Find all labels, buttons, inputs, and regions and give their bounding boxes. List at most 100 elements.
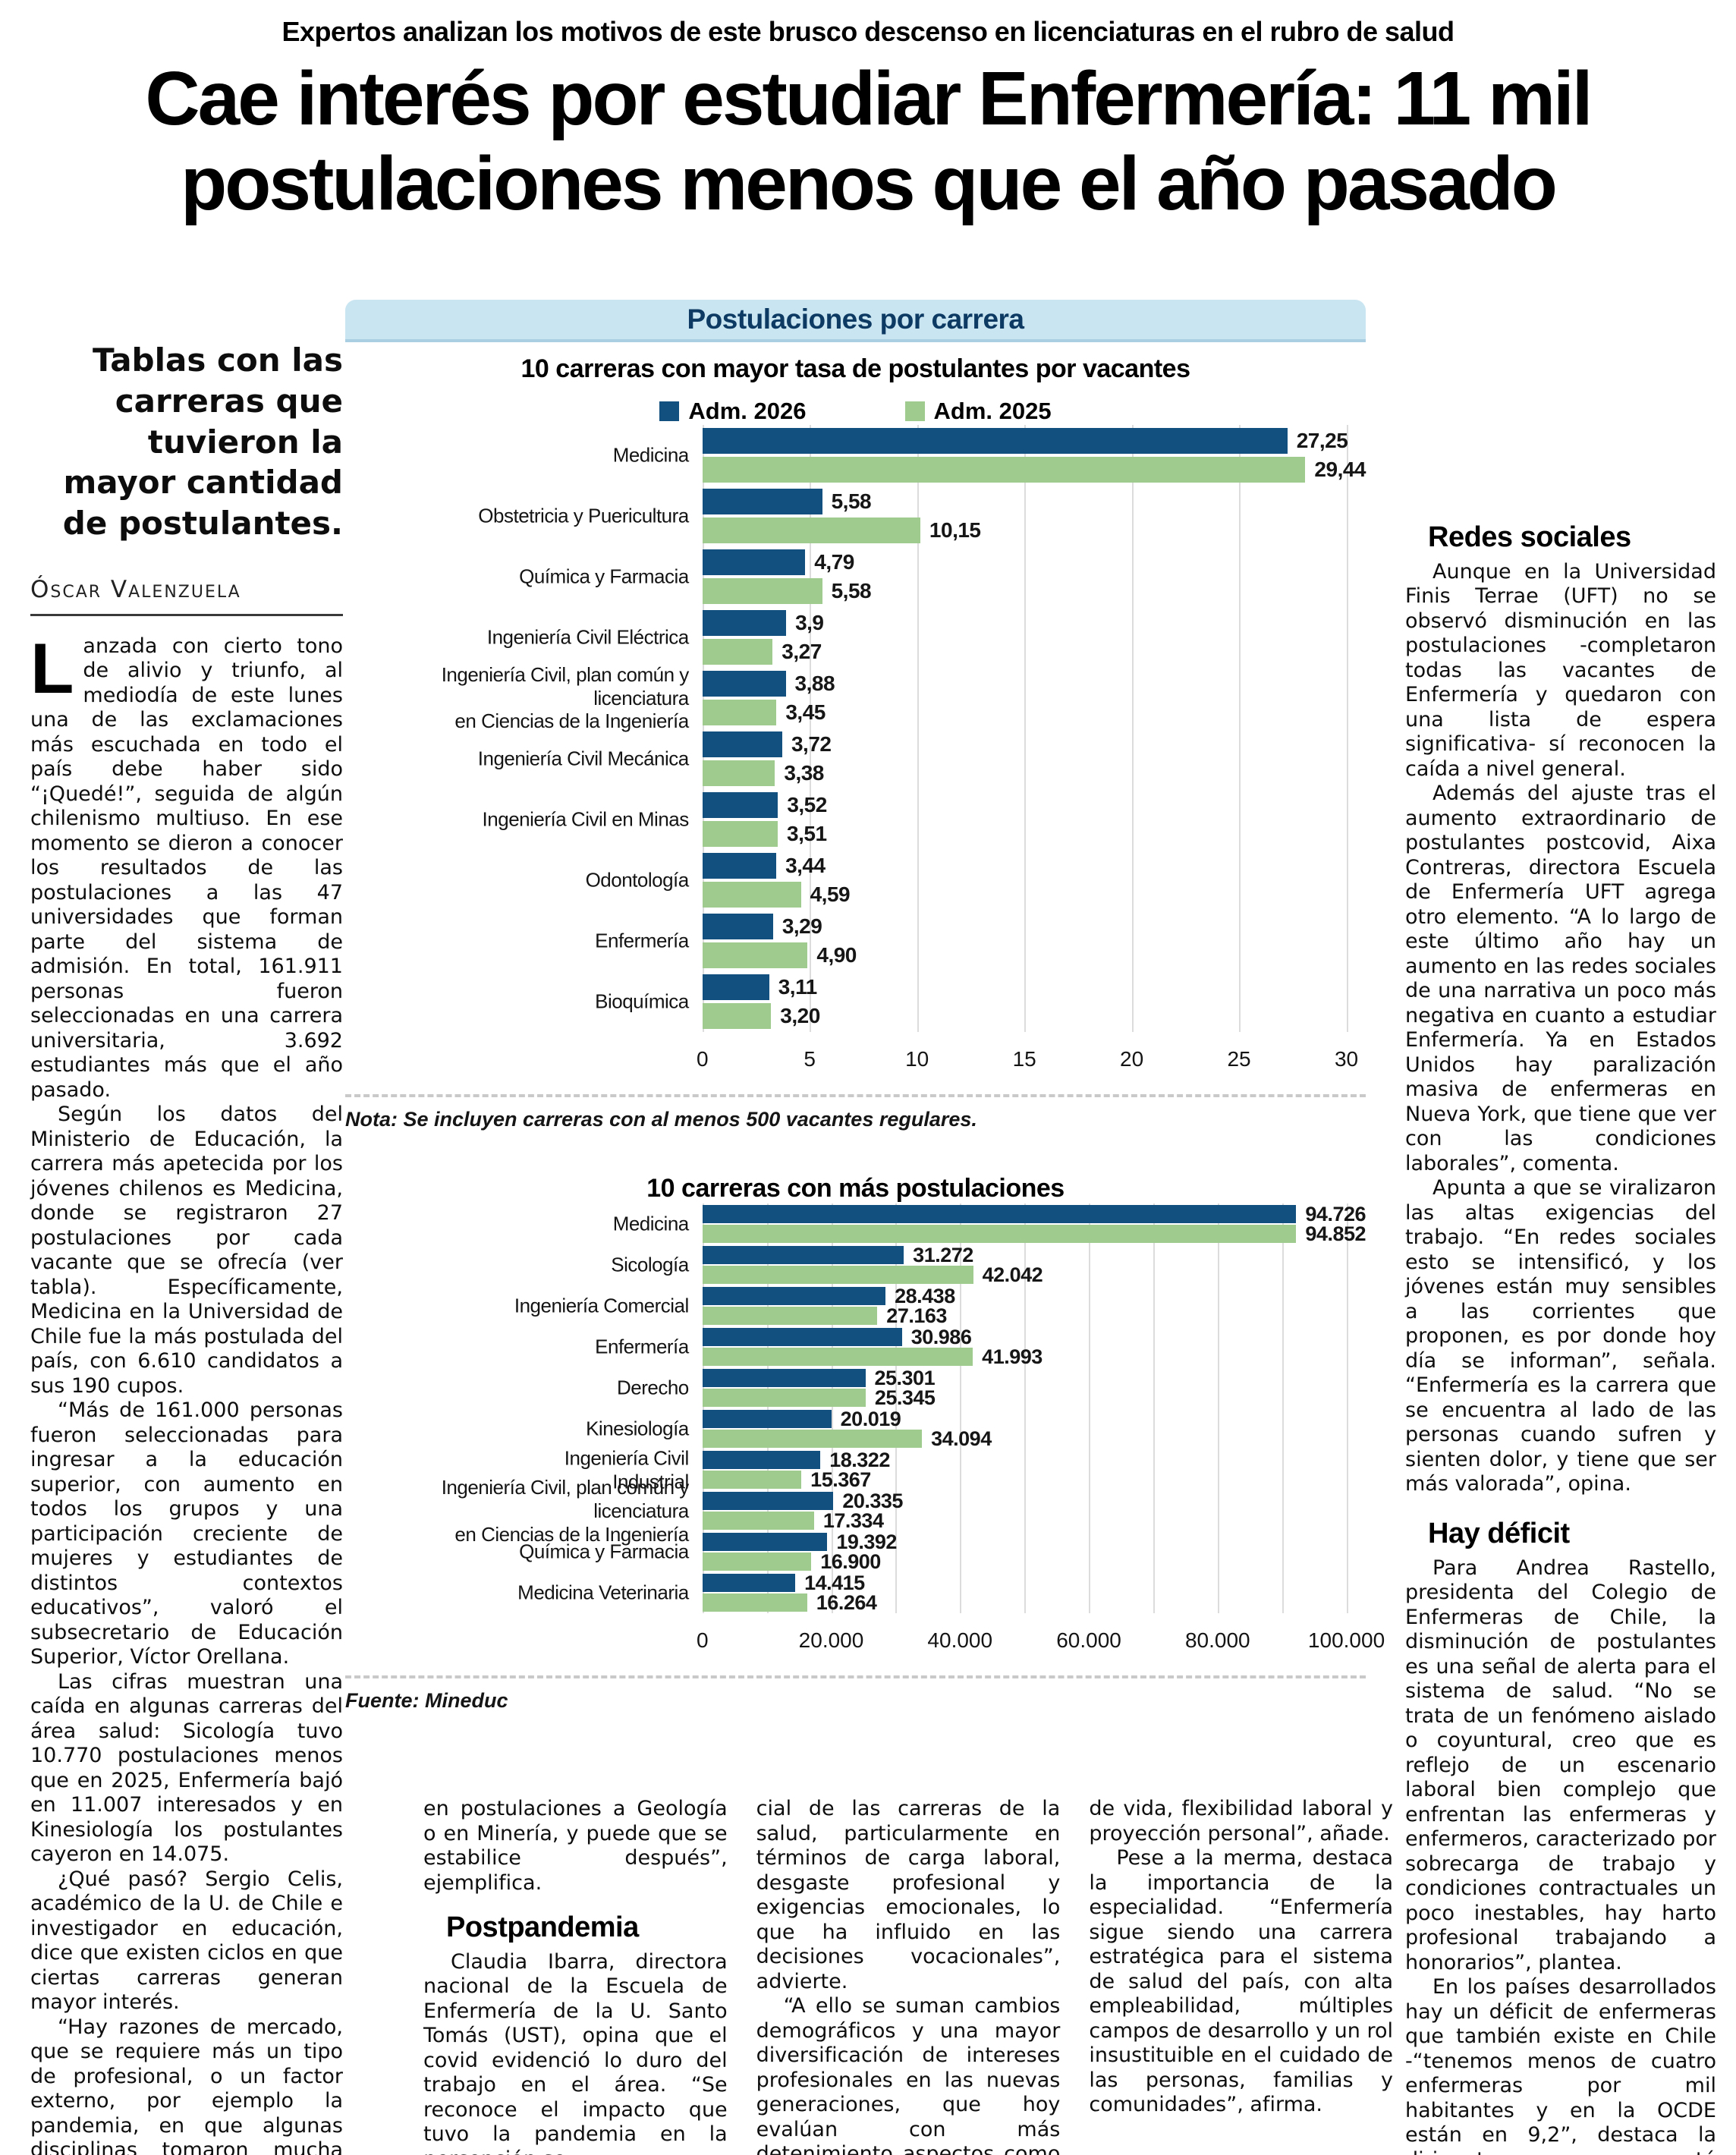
chart-panel: Postulaciones por carrera 10 carreras co… [345, 300, 1385, 1713]
category-label: Enfermería [595, 1335, 689, 1358]
bar-row: 31.272 [702, 1243, 1366, 1266]
bar-group: Ingeniería Civil, plan común y licenciat… [442, 663, 1366, 732]
value-label: 31.272 [913, 1243, 973, 1266]
bar-row: 3,52 [702, 791, 1366, 820]
value-label: 20.335 [842, 1489, 903, 1512]
bar-row: 3,11 [702, 973, 1366, 1002]
bar-2025 [702, 1225, 1297, 1244]
bar-2025 [702, 942, 808, 969]
bar-2025 [702, 1430, 923, 1449]
bar-group: Obstetricia y Puericultura 5,58 10,15 [478, 486, 1366, 546]
bar-2026 [702, 1451, 821, 1470]
bar-group: Kinesiología 20.019 34.094 [586, 1407, 1366, 1450]
value-label: 20.019 [840, 1407, 901, 1430]
bar-row: 16.900 [702, 1550, 1366, 1573]
bar-2026 [702, 610, 787, 637]
paragraph: Pese a la merma, destaca la importancia … [1089, 1846, 1394, 2116]
drop-cap: L [30, 628, 74, 708]
category-label: Enfermería [595, 929, 689, 952]
bar-2025 [702, 1471, 802, 1490]
right-column: Redes sociales Aunque en la Universidad F… [1405, 521, 1716, 2155]
value-label: 94.726 [1305, 1202, 1366, 1225]
bar-row: 3,72 [702, 730, 1366, 759]
bar-row: 3,44 [702, 851, 1366, 880]
bar-2025 [702, 760, 775, 787]
x-tick-label: 0 [696, 1628, 709, 1653]
paragraph: Claudia Ibarra, directora nacional de la… [423, 1949, 728, 2155]
value-label: 4,90 [816, 943, 857, 967]
gridline [1239, 425, 1241, 1033]
category-label: Obstetricia y Puericultura [478, 504, 689, 527]
bar-2026 [702, 489, 822, 515]
x-tick-label: 30 [1334, 1047, 1359, 1071]
category-label: Kinesiología [586, 1417, 689, 1440]
category-label: Ingeniería Civil, plan común y licenciat… [441, 663, 690, 733]
category-label: Química y Farmacia [519, 565, 689, 588]
chart-divider [345, 1094, 1366, 1098]
gridline [1282, 1203, 1284, 1614]
bar-group: Ingeniería Comercial 28.438 27.163 [514, 1284, 1366, 1327]
bar-group: Enfermería 30.986 41.993 [595, 1326, 1366, 1368]
bar-2025 [702, 821, 778, 848]
bar-row: 17.334 [702, 1509, 1366, 1532]
section-heading: Redes sociales [1428, 521, 1631, 553]
gridline [702, 1203, 704, 1614]
value-label: 25.301 [874, 1366, 936, 1389]
bar-2026 [702, 1533, 828, 1552]
bar-2026 [702, 549, 806, 576]
bar-group: Odontología 3,44 4,59 [586, 850, 1366, 911]
bar-2025 [702, 1593, 807, 1612]
kicker: Expertos analizan los motivos de este br… [281, 16, 1455, 47]
bar-2026 [702, 1287, 886, 1306]
value-label: 3,29 [782, 914, 822, 939]
value-label: 3,52 [787, 793, 827, 817]
chart-note: Nota: Se incluyen carreras con al menos … [345, 1108, 977, 1131]
category-label: Ingeniería Comercial [514, 1294, 689, 1317]
bar-row: 20.335 [702, 1489, 1366, 1512]
gridline [702, 425, 704, 1033]
x-tick-label: 10 [905, 1047, 929, 1071]
bar-2026 [702, 428, 1288, 455]
bar-group: Ingeniería Civil Industrial 18.322 15.367 [565, 1447, 1366, 1493]
bar-group: Bioquímica 3,11 3,20 [595, 971, 1366, 1032]
paragraph: Para Andrea Rastello, presidenta del Col… [1405, 1556, 1716, 1974]
paragraph: “Más de 161.000 personas fueron seleccio… [30, 1398, 343, 1669]
legend-label-adm2025: Adm. 2025 [933, 398, 1052, 425]
legend-swatch-adm2025 [904, 401, 925, 422]
value-label: 3,88 [794, 672, 835, 696]
gridline [1024, 425, 1027, 1033]
gridline [895, 1203, 898, 1614]
value-label: 28.438 [895, 1284, 955, 1307]
bar-row: 10,15 [702, 516, 1366, 545]
bottom-columns: en postulaciones a Geología o en Minería… [423, 1797, 1393, 2155]
gridline [1024, 1203, 1027, 1614]
bar-2026 [702, 914, 773, 940]
bar-group: Ingeniería Civil en Minas 3,52 3,51 [483, 789, 1366, 850]
category-label: Sicología [611, 1253, 689, 1276]
paragraph: de vida, flexibilidad laboral y proyecci… [1089, 1797, 1394, 1845]
paragraph: cial de las carreras de la salud, partic… [756, 1797, 1061, 1993]
chart-source: Fuente: Mineduc [345, 1689, 508, 1713]
gridline [831, 1203, 833, 1614]
category-label: Ingeniería Civil Eléctrica [486, 625, 689, 649]
bar-2026 [702, 1246, 904, 1265]
bar-row: 14.415 [702, 1571, 1366, 1594]
value-label: 3,44 [785, 854, 826, 878]
gridline [1346, 1203, 1348, 1614]
bar-row: 3,27 [702, 637, 1366, 666]
bar-row: 3,20 [702, 1002, 1366, 1030]
bar-2026 [702, 1369, 866, 1388]
bar-row: 29,44 [702, 455, 1366, 484]
bottom-column-1: en postulaciones a Geología o en Minería… [423, 1797, 728, 2155]
category-label: Ingeniería Civil Mecánica [477, 747, 689, 770]
value-label: 3,27 [782, 640, 822, 664]
gridline [960, 1203, 962, 1614]
x-tick-label: 20.000 [798, 1628, 864, 1653]
bar-2026 [702, 731, 782, 758]
headline: Cae interés por estudiar Enfermería: 11 … [145, 56, 1593, 226]
legend-item-adm2026: Adm. 2026 [659, 398, 807, 425]
bar-group: Química y Farmacia 19.392 16.900 [519, 1531, 1366, 1573]
bar-row: 41.993 [702, 1345, 1366, 1368]
